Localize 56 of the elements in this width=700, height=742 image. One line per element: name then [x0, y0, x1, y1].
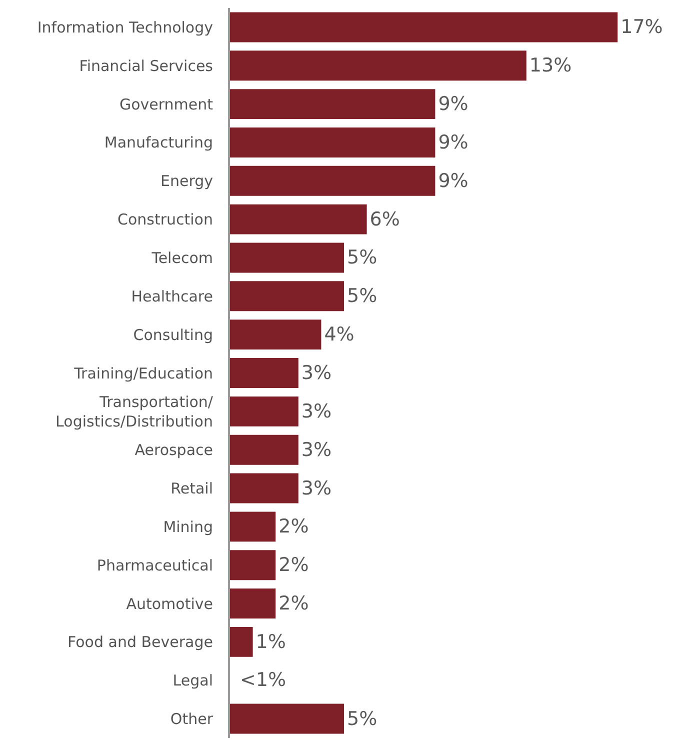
y-tick-label: Aerospace	[134, 441, 213, 460]
y-tick-label: Telecom	[150, 248, 213, 267]
y-tick-label: Energy	[160, 172, 214, 190]
bar	[230, 626, 253, 657]
y-tick-label: Healthcare	[131, 287, 213, 306]
y-tick-label: Consulting	[133, 326, 213, 344]
bar	[230, 588, 276, 619]
data-label: 3%	[301, 362, 332, 384]
bar	[230, 50, 526, 81]
data-label: 9%	[438, 93, 468, 116]
bar	[230, 242, 344, 273]
y-tick-label: Training/Education	[73, 364, 213, 382]
bar	[230, 12, 618, 42]
y-tick-label: Legal	[172, 672, 213, 690]
data-label: 6%	[370, 208, 400, 230]
bar	[230, 166, 436, 196]
data-label: 3%	[301, 400, 332, 422]
y-tick-label: Construction	[117, 210, 213, 229]
bar	[230, 434, 298, 465]
y-tick-label: Automotive	[126, 594, 213, 613]
y-tick-label: Mining	[163, 518, 213, 536]
bar	[230, 512, 276, 542]
bar	[230, 396, 298, 426]
y-tick-label: Government	[119, 95, 214, 114]
y-tick-label: Other	[170, 710, 214, 728]
y-tick-label: Pharmaceutical	[96, 556, 213, 574]
data-label: 9%	[438, 170, 468, 192]
data-label: 9%	[438, 131, 468, 154]
bar	[230, 89, 436, 120]
bar	[230, 704, 344, 734]
y-tick-label: Financial Services	[79, 56, 214, 75]
data-label: 1%	[256, 630, 286, 653]
data-label: 5%	[347, 708, 378, 730]
data-label: 2%	[278, 554, 309, 576]
bar	[230, 320, 322, 350]
data-label: 5%	[347, 246, 378, 269]
y-tick-label: Information Technology	[37, 18, 214, 36]
data-label: 2%	[278, 516, 309, 538]
data-label: 17%	[620, 16, 663, 38]
bar	[230, 473, 298, 504]
bar	[230, 358, 298, 388]
bar	[230, 127, 436, 158]
data-label: 3%	[301, 477, 332, 500]
text: <1%	[240, 669, 286, 691]
y-tick-label: Transportation/ Logistics/Distribution	[56, 392, 214, 430]
data-label: 3%	[301, 438, 332, 461]
data-label: 5%	[347, 285, 378, 308]
bar	[230, 204, 367, 234]
data-label: 4%	[324, 324, 354, 346]
y-tick-label: Manufacturing	[104, 134, 213, 152]
data-label: 13%	[529, 54, 572, 77]
data-label: 2%	[278, 592, 309, 615]
bar	[230, 550, 276, 580]
y-tick-label: Retail	[170, 480, 213, 498]
bar	[230, 281, 344, 312]
y-tick-label: Food and Beverage	[68, 633, 213, 652]
